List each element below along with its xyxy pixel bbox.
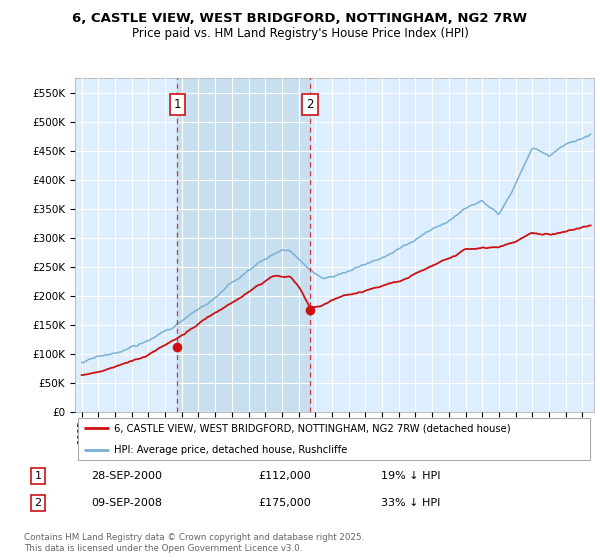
Text: Price paid vs. HM Land Registry's House Price Index (HPI): Price paid vs. HM Land Registry's House … — [131, 27, 469, 40]
Bar — [178, 78, 310, 412]
Text: Contains HM Land Registry data © Crown copyright and database right 2025.
This d: Contains HM Land Registry data © Crown c… — [24, 533, 364, 553]
Text: 1: 1 — [34, 471, 41, 481]
Text: 19% ↓ HPI: 19% ↓ HPI — [381, 471, 440, 481]
Text: 28-SEP-2000: 28-SEP-2000 — [91, 471, 162, 481]
Text: HPI: Average price, detached house, Rushcliffe: HPI: Average price, detached house, Rush… — [114, 445, 347, 455]
Text: 6, CASTLE VIEW, WEST BRIDGFORD, NOTTINGHAM, NG2 7RW (detached house): 6, CASTLE VIEW, WEST BRIDGFORD, NOTTINGH… — [114, 423, 511, 433]
Text: £175,000: £175,000 — [259, 498, 311, 508]
Text: 1: 1 — [174, 98, 181, 111]
Text: 09-SEP-2008: 09-SEP-2008 — [91, 498, 162, 508]
Text: 2: 2 — [34, 498, 41, 508]
Text: 33% ↓ HPI: 33% ↓ HPI — [381, 498, 440, 508]
Text: £112,000: £112,000 — [259, 471, 311, 481]
Text: 2: 2 — [307, 98, 314, 111]
Text: 6, CASTLE VIEW, WEST BRIDGFORD, NOTTINGHAM, NG2 7RW: 6, CASTLE VIEW, WEST BRIDGFORD, NOTTINGH… — [73, 12, 527, 25]
FancyBboxPatch shape — [77, 418, 590, 460]
